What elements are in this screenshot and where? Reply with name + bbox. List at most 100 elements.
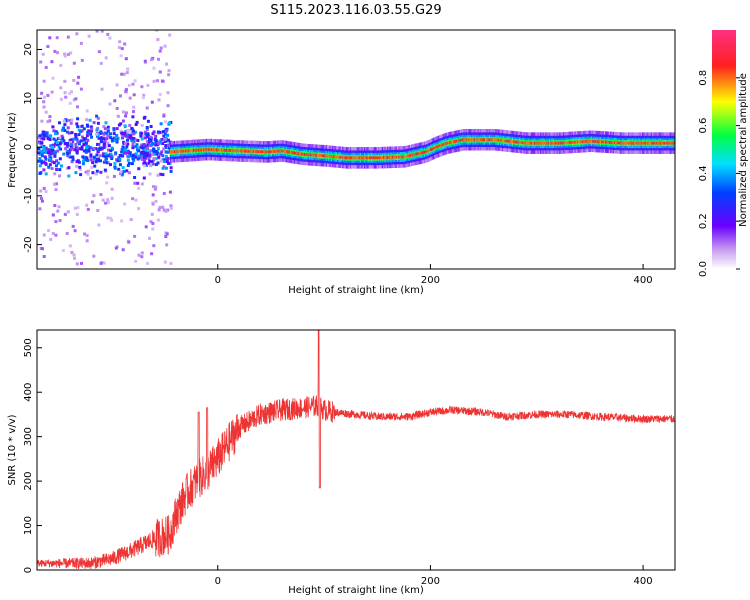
spectrogram-cell — [48, 157, 52, 161]
spectrogram-cell — [362, 156, 365, 160]
spectrogram-cell — [226, 148, 229, 152]
spectrogram-cell — [104, 144, 108, 148]
spectrogram-cell — [458, 139, 461, 142]
colorbar-gradient — [712, 30, 736, 269]
spectrogram-cell — [131, 154, 135, 158]
spectrogram-cell — [343, 156, 346, 160]
spectrogram-cell — [307, 153, 310, 157]
spectrogram-cell — [72, 61, 76, 65]
spectrogram-cell — [494, 138, 497, 142]
spectrogram-cell — [76, 146, 80, 150]
spectrogram-cell — [91, 171, 95, 175]
spectrogram-cell — [624, 141, 627, 145]
spectrogram-cell — [64, 147, 68, 151]
spectrogram-cell — [95, 132, 98, 136]
spectrogram-cell — [152, 244, 156, 248]
spectrogram-cell — [104, 121, 108, 125]
spectrogram-cell — [187, 149, 190, 153]
spectrogram-cell — [340, 155, 344, 159]
spectrogram-cell — [166, 104, 170, 108]
spectrogram-cell — [109, 155, 113, 159]
spectrogram-cell — [66, 152, 70, 156]
spectrogram-cell — [79, 41, 83, 45]
spectrogram-cell — [166, 133, 170, 137]
spectrogram-cell — [258, 150, 261, 154]
spectrogram-cell — [37, 136, 41, 140]
spectrogram-cell — [102, 145, 106, 149]
spectrogram-cell — [70, 160, 74, 164]
spectrogram-cell — [72, 137, 76, 141]
spectrogram-cell — [270, 150, 273, 154]
spectrogram-cell — [74, 171, 78, 175]
spectrogram-cell — [265, 150, 268, 154]
snr-xlabel: Height of straight line (km) — [288, 585, 424, 596]
spectrogram-cell — [432, 147, 435, 150]
spectrogram-cell — [422, 151, 425, 154]
spectrogram-cell — [423, 150, 426, 154]
spectrogram-cell — [166, 208, 170, 212]
spectrogram-cell — [245, 149, 248, 153]
spectrogram-cell — [381, 156, 384, 160]
spectrogram-cell — [233, 149, 236, 153]
spectrogram-cell — [176, 150, 179, 153]
spectrogram-cell — [99, 170, 103, 174]
spectrogram-cell — [538, 141, 541, 145]
spectrogram-cell — [455, 139, 458, 143]
spectrogram-cell — [584, 140, 587, 143]
spectrogram-cell — [337, 155, 340, 159]
spectrogram-cell — [44, 146, 48, 150]
spectrogram-cell — [124, 89, 128, 93]
spectrogram-cell — [151, 193, 155, 197]
spectrogram-cell — [149, 164, 153, 168]
spectrogram-cell — [448, 141, 451, 145]
spectrogram-cell — [464, 138, 467, 142]
spectrogram-cell — [453, 140, 456, 144]
spectrogram-cell — [99, 193, 103, 197]
spectrogram-cell — [325, 154, 328, 158]
spectrogram-cell — [78, 165, 82, 169]
y-tick-label: 500 — [23, 338, 34, 357]
spectrogram-cell — [605, 140, 608, 144]
spectrogram-cell — [165, 243, 169, 247]
spectrogram-cell — [164, 120, 168, 124]
spectrogram-cell — [140, 123, 144, 127]
spectrogram-ylabel: Frequency (Hz) — [7, 112, 18, 188]
spectrogram-cell — [391, 155, 395, 159]
spectrogram-cell — [167, 161, 170, 165]
spectrogram-cell — [120, 47, 124, 51]
spectrogram-cell — [162, 147, 166, 151]
spectrogram-cell — [194, 148, 197, 152]
spectrogram-cell — [51, 76, 55, 80]
spectrogram-cell — [131, 197, 135, 201]
spectrogram-cell — [53, 182, 57, 186]
spectrogram-cell — [400, 155, 404, 159]
spectrogram-cell — [40, 199, 44, 203]
spectrogram-cell — [363, 156, 367, 160]
spectrogram-cell — [104, 201, 108, 205]
spectrogram-cell — [670, 141, 673, 145]
spectrogram-cell — [490, 138, 493, 142]
spectrogram-cell — [82, 139, 86, 143]
spectrogram-cell — [92, 155, 96, 159]
spectrogram-cell — [63, 129, 67, 132]
spectrogram-cell — [87, 169, 90, 173]
spectrogram-cell — [99, 138, 103, 142]
spectrogram-cell — [104, 155, 108, 159]
spectrogram-cell — [398, 155, 401, 159]
spectrogram-cell — [137, 156, 141, 160]
spectrogram-cell — [112, 128, 116, 132]
spectrogram-cell — [72, 78, 76, 82]
spectrogram-cell — [120, 150, 124, 154]
spectrogram-cell — [97, 142, 101, 146]
spectrogram-cell — [125, 71, 129, 75]
spectrogram-cell — [130, 138, 134, 142]
spectrogram-cell — [154, 185, 158, 189]
spectrogram-cell — [132, 159, 136, 163]
spectrogram-cell — [85, 156, 89, 160]
spectrogram-cell — [84, 150, 88, 154]
spectrogram-cell — [376, 156, 379, 160]
spectrogram-cell — [255, 150, 258, 153]
spectrogram-cell — [63, 52, 67, 56]
spectrogram-cell — [161, 158, 165, 162]
spectrogram-cell — [298, 152, 301, 156]
